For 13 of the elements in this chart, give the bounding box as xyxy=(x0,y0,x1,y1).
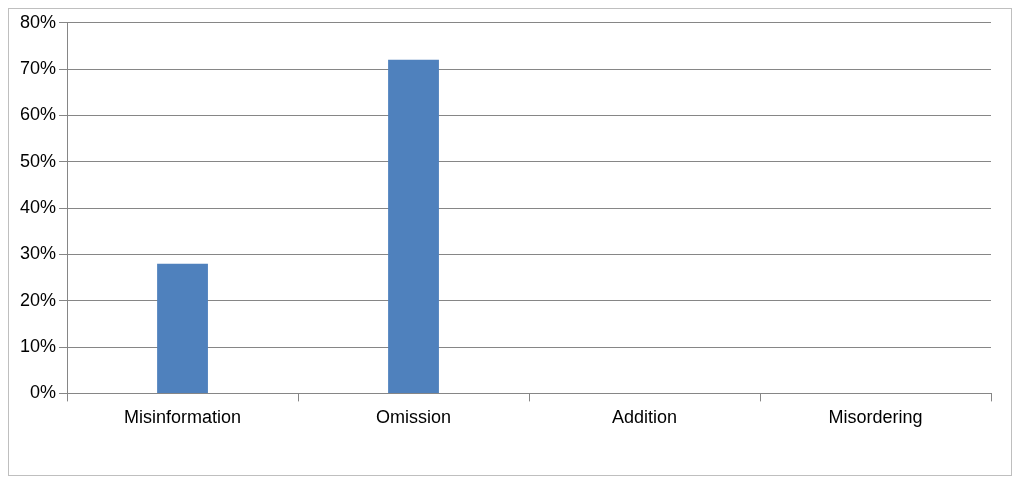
y-tick-label: 0% xyxy=(30,382,57,403)
x-tick-label: Omission xyxy=(376,407,452,428)
x-tick-label: Addition xyxy=(611,407,678,428)
y-tick-label: 40% xyxy=(20,197,57,218)
y-tick-label: 70% xyxy=(20,58,57,79)
y-tick-label: 20% xyxy=(20,289,57,310)
y-tick-label: 80% xyxy=(20,11,57,32)
y-tick-label: 50% xyxy=(20,150,57,171)
x-tick-label: Misinformation xyxy=(124,407,242,428)
y-tick-label: 60% xyxy=(20,104,57,125)
y-tick-label: 10% xyxy=(20,336,57,357)
y-tick-label: 30% xyxy=(20,243,57,264)
x-tick-label: Misordering xyxy=(828,407,923,428)
